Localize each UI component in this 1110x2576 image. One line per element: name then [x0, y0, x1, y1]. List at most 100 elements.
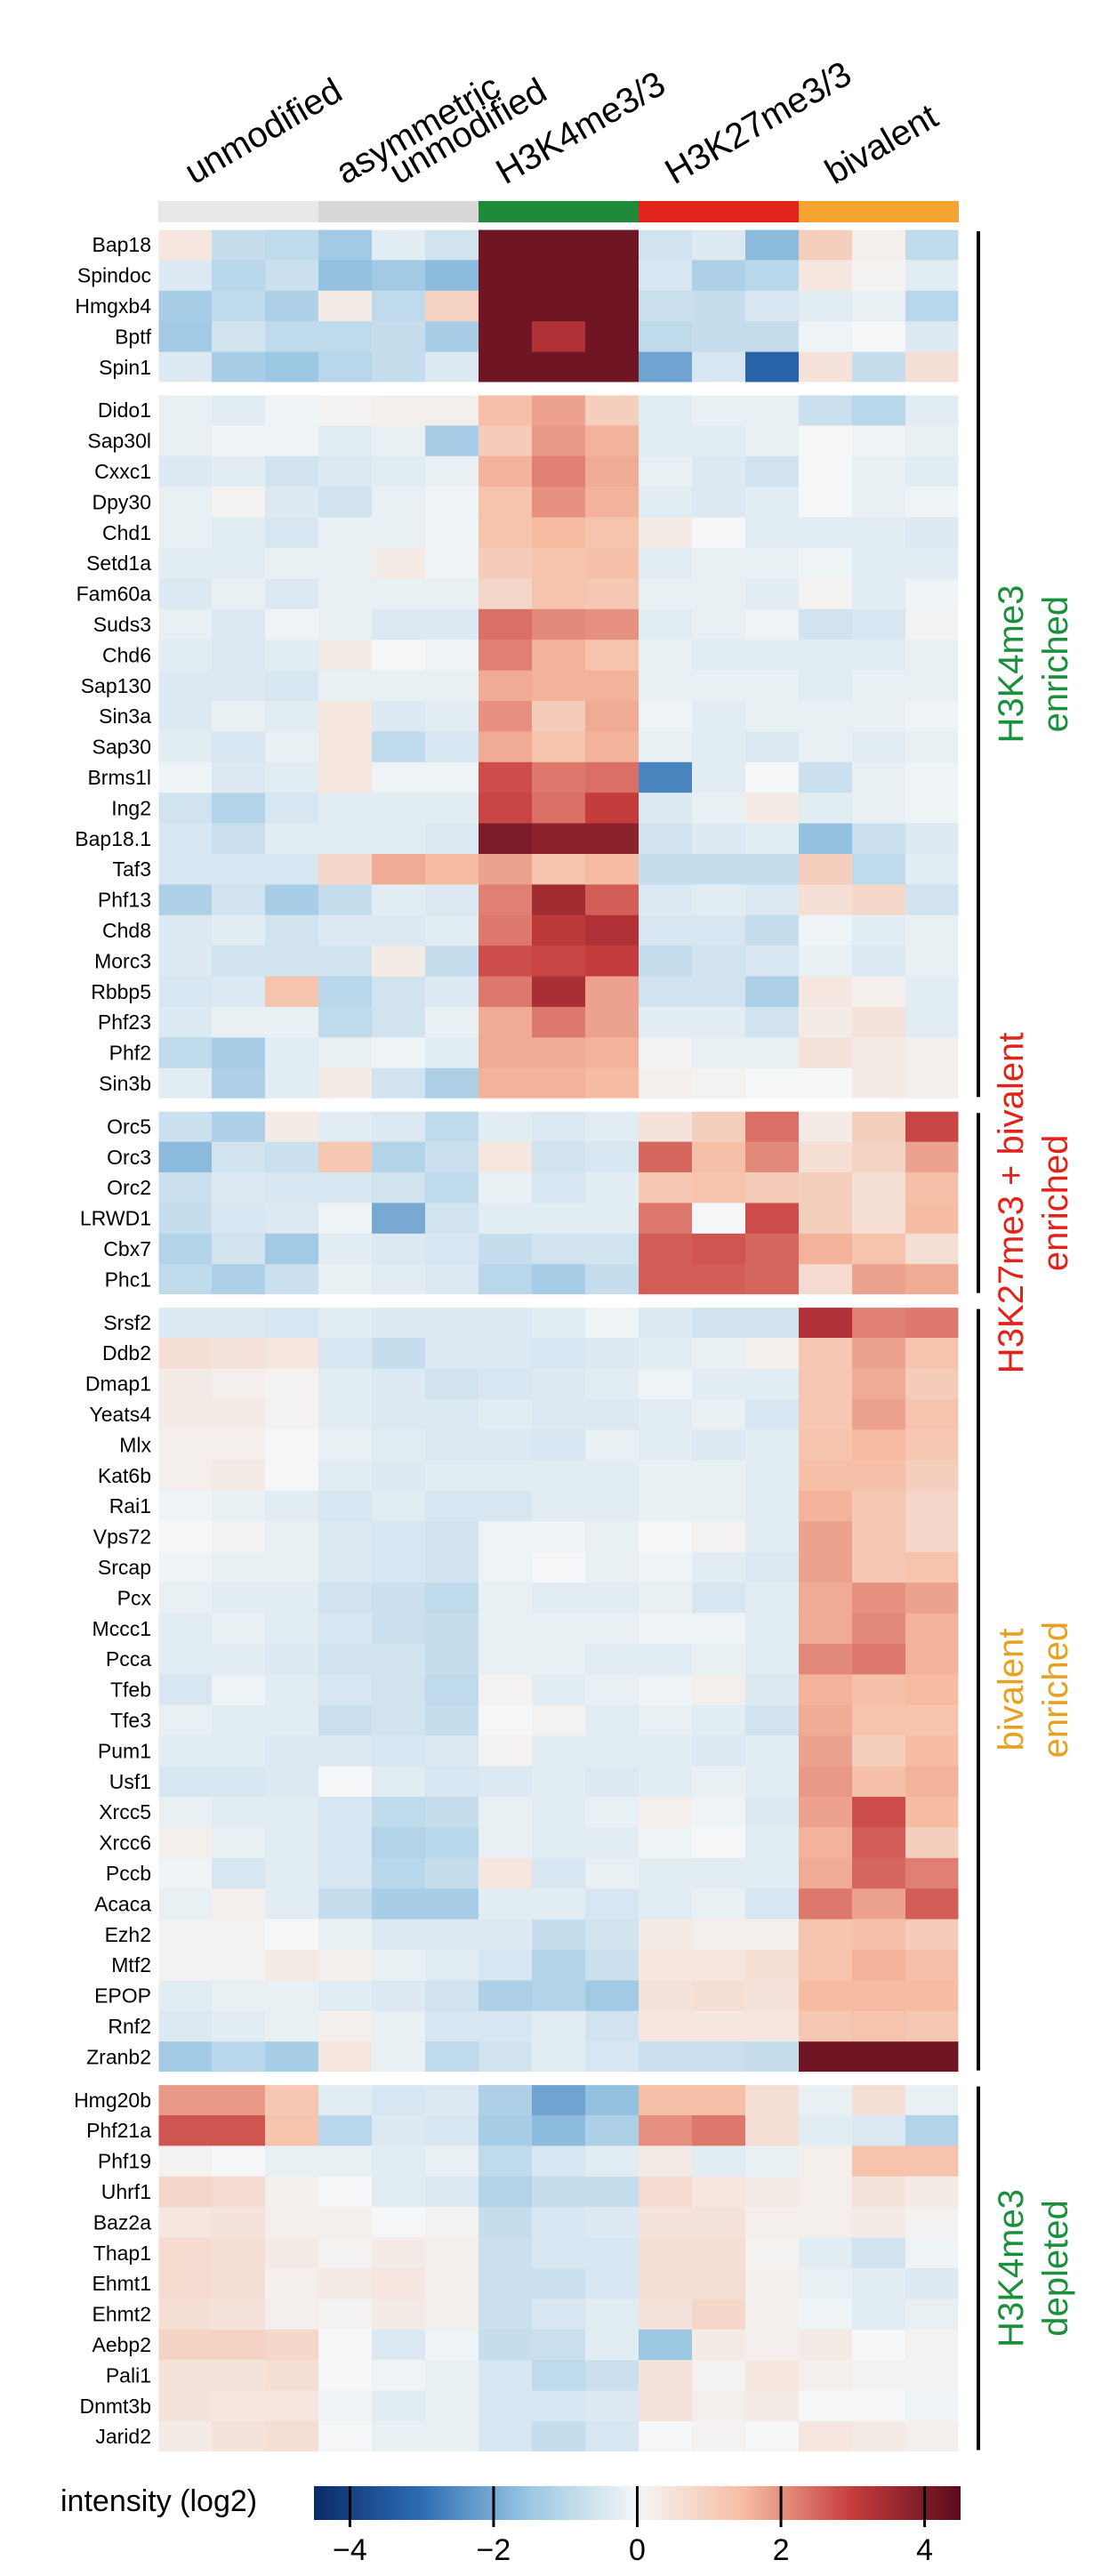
heatmap-cell	[479, 823, 533, 855]
heatmap-cell	[639, 1429, 693, 1461]
heatmap-cell	[852, 487, 906, 519]
heatmap-cell	[745, 1950, 800, 1981]
heatmap-cell	[692, 1460, 746, 1492]
heatmap-cell	[799, 701, 853, 732]
heatmap-cell	[158, 548, 213, 579]
heatmap-cell	[745, 321, 800, 353]
heatmap-cell	[158, 914, 213, 946]
heatmap-cell	[318, 2237, 373, 2269]
heatmap-cell	[318, 1233, 373, 1265]
heatmap-cell	[318, 1429, 373, 1461]
heatmap-cell	[905, 2237, 960, 2269]
heatmap-cell	[852, 1172, 906, 1203]
heatmap-cell	[372, 1460, 426, 1492]
heatmap-cell	[212, 1368, 266, 1400]
heatmap-cell	[158, 1674, 213, 1706]
heatmap-cell	[745, 946, 800, 978]
heatmap-cell	[905, 701, 960, 732]
heatmap-cell	[745, 884, 800, 916]
heatmap-cell	[585, 1111, 639, 1143]
heatmap-cell	[318, 425, 373, 457]
heatmap-cell	[372, 517, 426, 549]
heatmap-cell	[639, 914, 693, 946]
heatmap-cell	[479, 1797, 533, 1828]
heatmap-cell	[585, 2390, 639, 2422]
heatmap-cell	[692, 1491, 746, 1522]
heatmap-cell	[745, 1704, 800, 1736]
heatmap-cell	[745, 229, 800, 261]
heatmap-cell	[265, 2268, 319, 2299]
heatmap-cell	[585, 1919, 639, 1951]
gene-label: Chd1	[102, 521, 151, 544]
heatmap-cell	[639, 1827, 693, 1859]
heatmap-cell	[425, 321, 479, 353]
gene-label: Srsf2	[103, 1311, 151, 1334]
heatmap-cell	[158, 1141, 213, 1173]
heatmap-cell	[745, 2390, 800, 2422]
heatmap-cell	[639, 1980, 693, 2012]
heatmap-cell	[639, 1857, 693, 1889]
heatmap-cell	[692, 1950, 746, 1981]
heatmap-cell	[799, 2115, 853, 2146]
heatmap-cell	[158, 1203, 213, 1235]
column-group-bar	[158, 201, 318, 222]
heatmap-cell	[158, 2084, 213, 2116]
heatmap-cell	[158, 793, 213, 825]
heatmap-cell	[532, 1398, 586, 1430]
heatmap-cell	[318, 1398, 373, 1430]
heatmap-cell	[852, 1888, 906, 1920]
heatmap-cell	[852, 2041, 906, 2073]
heatmap-cell	[212, 321, 266, 353]
heatmap-cell	[852, 914, 906, 946]
heatmap-cell	[585, 487, 639, 519]
heatmap-cell	[692, 640, 746, 672]
heatmap-cell	[265, 1551, 319, 1583]
heatmap-cell	[425, 1491, 479, 1522]
heatmap-cell	[265, 731, 319, 763]
heatmap-cell	[692, 1919, 746, 1951]
heatmap-cell	[852, 351, 906, 383]
heatmap-cell	[212, 260, 266, 292]
heatmap-cell	[799, 2268, 853, 2299]
heatmap-cell	[585, 884, 639, 916]
heatmap-cell	[745, 1888, 800, 1920]
heatmap-cell	[905, 1521, 960, 1553]
heatmap-cell	[852, 1233, 906, 1265]
heatmap-cell	[692, 1613, 746, 1645]
heatmap-cell	[852, 1797, 906, 1828]
heatmap-cell	[585, 517, 639, 549]
heatmap-cell	[318, 351, 373, 383]
heatmap-cell	[692, 321, 746, 353]
heatmap-cell	[639, 701, 693, 732]
heatmap-cell	[158, 1111, 213, 1143]
heatmap-cell	[532, 854, 586, 885]
heatmap-cell	[745, 1338, 800, 1369]
heatmap-cell	[318, 640, 373, 672]
heatmap-cell	[905, 487, 960, 519]
heatmap-cell	[158, 2268, 213, 2299]
heatmap-cell	[372, 731, 426, 763]
gene-label: Xrcc5	[99, 1800, 151, 1823]
heatmap-cell	[479, 914, 533, 946]
gene-label: Zranb2	[86, 2045, 151, 2068]
heatmap-cell	[425, 1766, 479, 1798]
heatmap-cell	[532, 761, 586, 793]
heatmap-cell	[532, 731, 586, 763]
heatmap-cell	[479, 1233, 533, 1265]
heatmap-cell	[532, 2237, 586, 2269]
heatmap-cell	[692, 2268, 746, 2299]
heatmap-cell	[532, 1460, 586, 1492]
heatmap-cell	[479, 2207, 533, 2239]
heatmap-cell	[585, 1827, 639, 1859]
heatmap-cell	[745, 1172, 800, 1203]
heatmap-cell	[265, 2145, 319, 2178]
heatmap-cell	[799, 946, 853, 978]
heatmap-cell	[585, 1172, 639, 1203]
heatmap-cell	[745, 548, 800, 579]
heatmap-cell	[852, 1338, 906, 1369]
heatmap-cell	[372, 1674, 426, 1706]
heatmap-cell	[212, 548, 266, 579]
heatmap-cell	[479, 1007, 533, 1038]
heatmap-cell	[212, 1613, 266, 1645]
